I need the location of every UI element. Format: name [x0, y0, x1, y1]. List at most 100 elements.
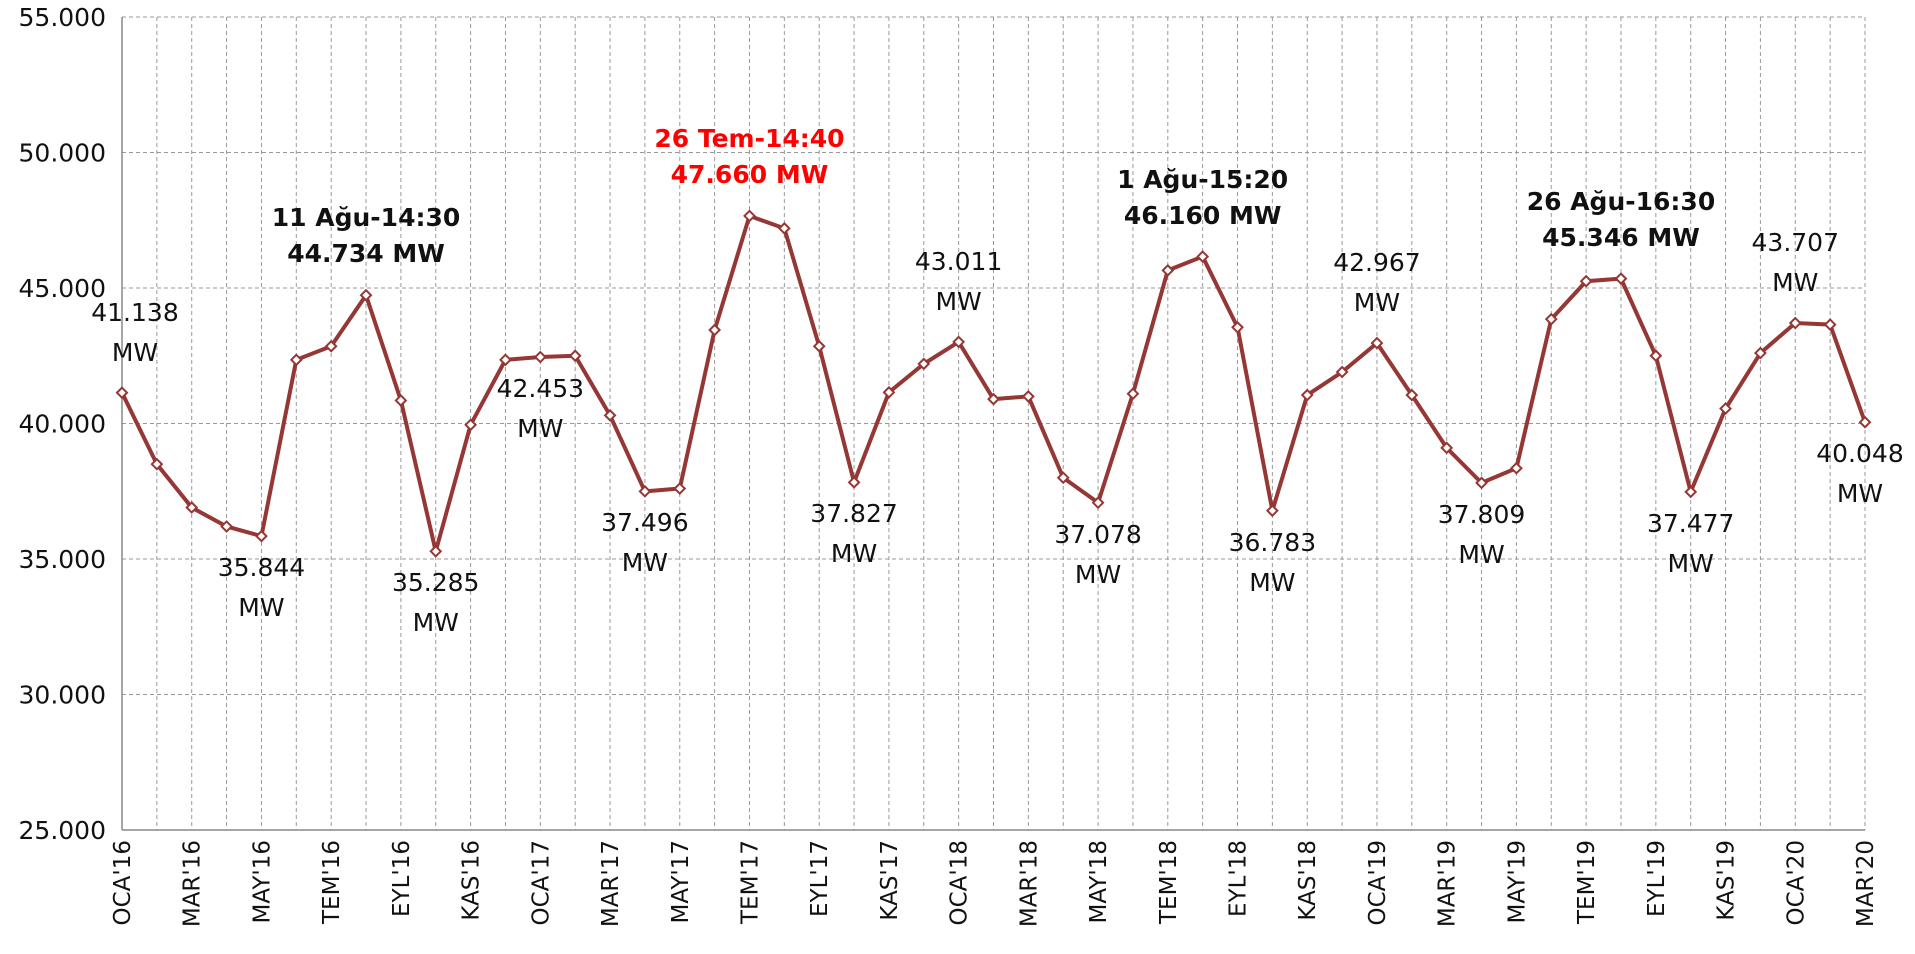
peak-time-label: 1 Ağu-15:20: [1117, 164, 1289, 194]
x-tick-label: KAS'18: [1295, 840, 1321, 921]
data-label: 43.707 MW: [1751, 228, 1839, 298]
marker: [847, 475, 861, 489]
y-tick-label: 30.000: [19, 681, 106, 710]
x-tick-label: EYL'16: [389, 840, 415, 917]
marker: [115, 386, 129, 400]
x-tick-label: TEM'17: [737, 840, 763, 925]
peak-time-label: 26 Ağu-16:30: [1526, 186, 1716, 216]
marker: [394, 394, 408, 407]
marker: [533, 350, 547, 364]
marker: [1370, 336, 1384, 350]
marker: [1475, 476, 1488, 490]
marker: [1056, 471, 1070, 485]
x-tick-label: MAR'18: [1016, 840, 1042, 927]
y-tick-label: 50.000: [19, 139, 106, 168]
marker: [952, 335, 966, 349]
marker: [1788, 316, 1802, 330]
marker: [708, 323, 722, 337]
data-label: 42.967 MW: [1333, 248, 1421, 318]
marker: [917, 357, 931, 371]
marker: [1614, 272, 1628, 286]
marker: [1684, 485, 1698, 499]
x-tick-label: EYL'18: [1226, 840, 1252, 917]
x-tick-label: OCA'18: [947, 840, 973, 926]
marker: [1858, 415, 1872, 429]
marker: [1126, 387, 1140, 401]
x-tick-label: TEM'19: [1574, 840, 1600, 925]
data-label: 41.138 MW: [91, 297, 179, 367]
data-label: 46.160 MW: [1123, 200, 1282, 230]
marker: [1021, 389, 1035, 403]
data-label: 35.285 MW: [391, 568, 480, 638]
marker: [568, 349, 582, 363]
marker: [1579, 274, 1593, 288]
x-tick-label: EYL'19: [1644, 840, 1670, 917]
x-tick-label: MAR'20: [1853, 840, 1879, 927]
data-label: 47.660 MW: [670, 159, 829, 189]
data-label: 44.734 MW: [287, 239, 445, 269]
x-tick-label: OCA'20: [1783, 840, 1809, 926]
x-tick-label: KAS'17: [877, 840, 903, 921]
marker: [1300, 388, 1314, 402]
data-label: 37.809 MW: [1437, 499, 1526, 569]
marker: [812, 339, 826, 353]
marker: [1440, 441, 1454, 455]
marker: [1509, 461, 1523, 475]
peak-time-label: 26 Tem-14:40: [654, 123, 845, 153]
data-label: 36.783 MW: [1228, 527, 1317, 597]
x-tick-label: TEM'16: [319, 840, 345, 925]
x-tick-label: OCA'19: [1365, 840, 1391, 926]
marker: [185, 501, 199, 514]
marker: [1649, 349, 1663, 363]
marker: [255, 529, 268, 543]
marker: [1719, 402, 1732, 416]
y-tick-label: 35.000: [19, 545, 106, 574]
marker: [499, 353, 512, 367]
x-tick-label: TEM'18: [1156, 840, 1182, 925]
marker: [1335, 365, 1349, 379]
x-tick-label: MAR'17: [598, 840, 624, 927]
marker: [150, 457, 164, 471]
data-label: 45.346 MW: [1542, 222, 1700, 252]
marker: [429, 544, 443, 558]
marker: [743, 209, 756, 223]
marker: [1544, 312, 1558, 326]
y-tick-label: 40.000: [19, 410, 106, 439]
marker: [638, 484, 652, 498]
x-tick-label: KAS'16: [459, 840, 485, 921]
marker: [1091, 496, 1105, 510]
marker: [1196, 250, 1210, 263]
marker: [777, 221, 791, 235]
x-tick-label: MAY'19: [1504, 840, 1530, 923]
marker: [1161, 263, 1175, 277]
x-tick-label: EYL'17: [807, 840, 833, 917]
data-label: 35.844 MW: [217, 553, 306, 623]
y-tick-label: 55.000: [19, 3, 106, 32]
peak-time-label: 11 Ağu-14:30: [271, 203, 461, 233]
marker: [987, 392, 1000, 406]
x-tick-label: MAY'17: [668, 840, 694, 923]
data-label: 43.011 MW: [914, 246, 1003, 316]
marker: [1823, 318, 1837, 331]
marker: [289, 353, 303, 367]
data-label: 37.078 MW: [1054, 519, 1142, 589]
data-label: 42.453 MW: [496, 374, 585, 444]
marker: [220, 520, 233, 533]
marker: [1265, 504, 1279, 518]
marker: [1231, 320, 1244, 334]
marker: [673, 482, 687, 495]
x-tick-label: OCA'16: [110, 840, 136, 926]
x-tick-label: MAR'19: [1435, 840, 1461, 927]
x-tick-label: MAR'16: [180, 840, 206, 927]
x-tick-label: MAY'16: [249, 840, 275, 923]
marker: [359, 288, 373, 302]
x-tick-label: OCA'17: [528, 840, 554, 926]
data-label: 40.048 MW: [1816, 439, 1904, 509]
data-label: 37.827 MW: [810, 499, 898, 569]
y-tick-label: 25.000: [19, 816, 106, 845]
marker: [1754, 346, 1767, 360]
marker: [603, 408, 617, 422]
x-tick-label: KAS'19: [1714, 840, 1740, 921]
